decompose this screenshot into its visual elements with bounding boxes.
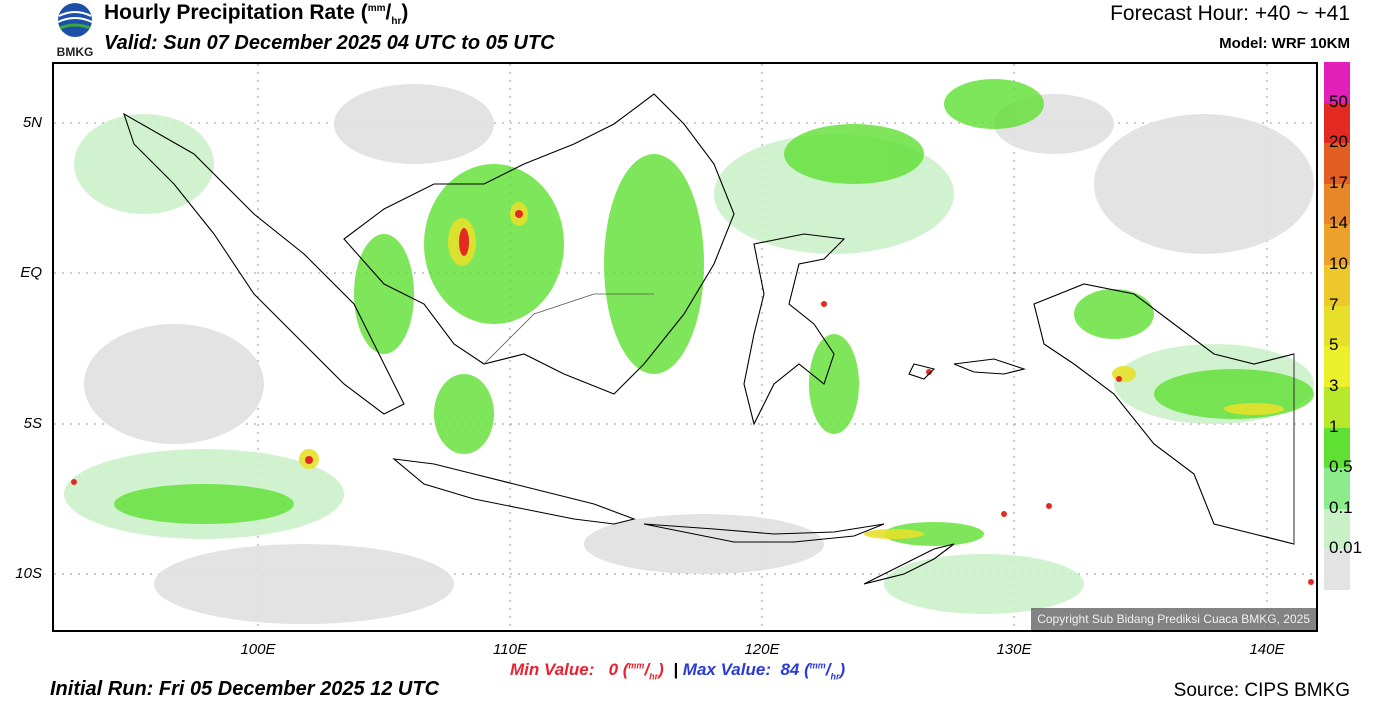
min-value: 0	[608, 660, 619, 679]
color-legend-label: 0.5	[1329, 457, 1353, 477]
lon-label-130e: 130E	[996, 641, 1032, 658]
precipitation-map	[52, 62, 1318, 632]
copyright-notice: Copyright Sub Bidang Prediksi Cuaca BMKG…	[1031, 608, 1316, 630]
initial-run: Initial Run: Fri 05 December 2025 12 UTC	[50, 678, 440, 700]
stats-divider: |	[673, 660, 679, 679]
title-unit-num: mm	[367, 3, 386, 14]
min-label: Min Value:	[510, 660, 595, 679]
color-legend-label: 0.1	[1329, 497, 1353, 517]
color-legend	[1324, 62, 1350, 591]
bmkg-logo: BMKG	[50, 2, 100, 59]
min-value-group: Min Value: 0 (mm/hr)	[510, 660, 664, 682]
title-unit-den: hr	[391, 16, 402, 28]
min-max-stats: Min Value: 0 (mm/hr) | Max Value: 84 (mm…	[510, 660, 845, 681]
color-legend-swatch	[1324, 508, 1350, 550]
color-legend-label: 17	[1329, 172, 1348, 192]
lat-label-10s: 10S	[15, 565, 42, 582]
color-legend-label: 20	[1329, 132, 1348, 152]
title-text: Hourly Precipitation Rate (	[104, 1, 368, 24]
min-unit-num: mm	[628, 660, 645, 671]
color-legend-swatch	[1324, 102, 1350, 144]
color-legend-swatch	[1324, 265, 1350, 307]
max-value: 84	[780, 660, 800, 679]
color-legend-swatch	[1324, 224, 1350, 266]
lat-label-5s: 5S	[23, 415, 42, 432]
drizzle-areas	[84, 84, 1314, 624]
borders	[483, 293, 1295, 544]
lat-label-5n: 5N	[22, 114, 42, 131]
page-title: Hourly Precipitation Rate (mm/hr)	[104, 1, 408, 27]
lon-label-100e: 100E	[240, 641, 276, 658]
logo-text: BMKG	[57, 45, 94, 58]
forecast-hour: Forecast Hour: +40 ~ +41	[1110, 2, 1350, 25]
color-legend-swatch	[1324, 143, 1350, 185]
lon-label-140e: 140E	[1249, 641, 1285, 658]
color-legend-label: 50	[1329, 91, 1348, 111]
color-legend-swatch	[1324, 386, 1350, 429]
color-legend-label: 5	[1329, 335, 1339, 355]
max-unit-num: mm	[809, 660, 826, 671]
min-unit-den: hr	[649, 671, 659, 682]
color-legend-swatch	[1324, 183, 1350, 225]
extreme-rain-cells	[71, 210, 1314, 585]
model-name: Model: WRF 10KM	[1219, 35, 1350, 52]
color-legend-label: 1	[1329, 416, 1339, 436]
coastlines	[123, 93, 1295, 585]
source-credit: Source: CIPS BMKG	[1173, 680, 1350, 701]
color-legend-swatch	[1324, 346, 1350, 388]
map-canvas	[54, 64, 1316, 630]
color-legend-swatch	[1324, 468, 1350, 510]
color-legend-label: 0.01	[1329, 538, 1363, 558]
lat-label-eq: EQ	[20, 264, 42, 281]
max-label: Max Value:	[682, 660, 771, 679]
valid-time: Valid: Sun 07 December 2025 04 UTC to 05…	[104, 32, 555, 54]
color-legend-swatch	[1324, 549, 1350, 591]
color-legend-label: 7	[1329, 294, 1339, 314]
color-legend-label: 14	[1329, 213, 1348, 233]
color-legend-swatch	[1324, 427, 1350, 469]
max-value-group: Max Value: 84 (mm/hr)	[682, 660, 846, 682]
max-unit-den: hr	[830, 671, 840, 682]
title-close: )	[401, 1, 409, 24]
color-legend-label: 10	[1329, 254, 1348, 274]
lon-label-110e: 110E	[493, 641, 527, 658]
title-unit-sep: /	[385, 1, 392, 24]
color-legend-swatch	[1324, 62, 1350, 104]
lon-label-120e: 120E	[744, 641, 780, 658]
color-legend-swatch	[1324, 305, 1350, 347]
color-legend-label: 3	[1329, 375, 1339, 395]
